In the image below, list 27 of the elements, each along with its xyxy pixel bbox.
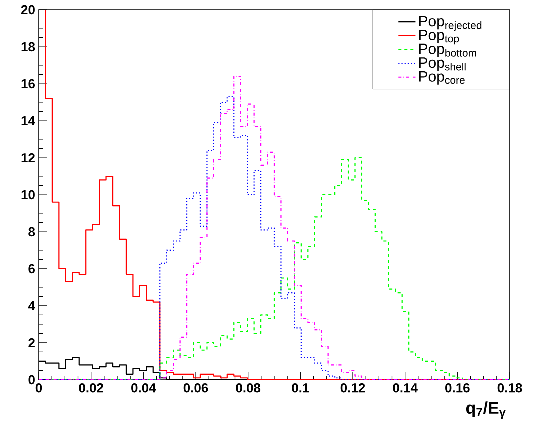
- x-tick-label: 0.12: [340, 384, 366, 393]
- y-tick-label: 14: [22, 116, 36, 126]
- x-tick-label: 0.18: [498, 384, 522, 393]
- x-tick-label: 0.06: [184, 384, 208, 393]
- y-tick-label: 0: [28, 375, 35, 385]
- y-tick-label: 10: [22, 190, 35, 200]
- x-tick-label: 0.16: [446, 384, 470, 393]
- legend-label: Pop$_{top}$: [419, 30, 460, 45]
- legend-label: Pop$_{shell}$: [419, 58, 466, 72]
- x-tick-label: 0.1: [292, 384, 310, 393]
- x-axis-title: q$_{7}$/E$_{γ}$: [466, 402, 506, 419]
- y-tick-label: 2: [28, 338, 35, 348]
- y-tick-label: 16: [22, 79, 35, 89]
- y-tick-label: 4: [28, 302, 36, 310]
- y-tick-label: 8: [28, 227, 36, 237]
- legend-label: Pop$_{rejected}$: [419, 16, 482, 32]
- y-tick-label: 6: [28, 264, 35, 274]
- x-tick-label: 0.08: [236, 384, 261, 393]
- y-tick-label: 18: [22, 42, 36, 52]
- x-tick-label: 0: [36, 384, 42, 393]
- y-tick-label: 20: [21, 5, 35, 15]
- x-tick-label: 0.04: [132, 384, 156, 393]
- x-tick-label: 0.02: [79, 384, 104, 393]
- legend-label: Pop$_{core}$: [419, 71, 465, 85]
- y-tick-label: 12: [22, 153, 35, 163]
- legend-label: Pop$_{bottom}$: [419, 44, 476, 58]
- x-tick-label: 0.14: [393, 384, 418, 393]
